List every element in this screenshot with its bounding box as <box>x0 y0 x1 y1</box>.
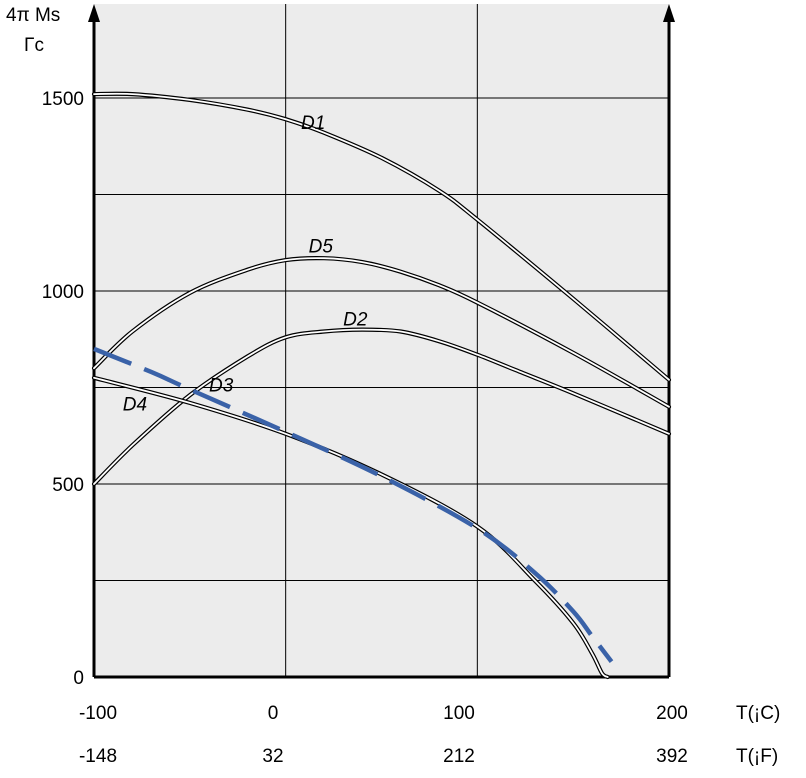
y-tick-label: 0 <box>73 668 84 689</box>
series-d2-line-inner <box>93 328 670 485</box>
series-d4-line-inner <box>93 376 609 678</box>
x-axis-label-celsius: T(¡C) <box>736 703 780 724</box>
x-tick-label-celsius: 200 <box>656 703 688 724</box>
curve-label-d5: D5 <box>309 236 334 257</box>
series-d3-line <box>93 346 614 663</box>
y-tick-label: 1000 <box>42 282 84 303</box>
x-tick-label-fahrenheit: 392 <box>656 746 688 767</box>
y-axis-left-arrow-icon <box>88 4 100 22</box>
x-tick-label-celsius: 100 <box>443 703 475 724</box>
x-tick-label-fahrenheit: 32 <box>262 746 283 767</box>
plot-background <box>94 4 669 677</box>
axes <box>88 4 675 679</box>
y-tick-label: 500 <box>52 475 84 496</box>
series-d5-line-inner <box>93 257 670 408</box>
x-tick-label-fahrenheit: 212 <box>443 746 475 767</box>
y-tick-label: 1500 <box>42 89 84 110</box>
curve-label-d1: D1 <box>301 113 325 134</box>
y-axis-right-arrow-icon <box>663 4 675 22</box>
x-axis-label-fahrenheit: T(¡F) <box>736 746 778 767</box>
curve-label-d2: D2 <box>343 310 368 331</box>
y-axis-label-line1: 4π Ms <box>6 5 60 26</box>
curve-label-d3: D3 <box>209 375 234 396</box>
series-group <box>91 91 672 680</box>
y-axis-label-line2: Γc <box>24 35 44 56</box>
x-tick-label-celsius: 0 <box>268 703 279 724</box>
series-d1-line-inner <box>93 92 670 381</box>
x-tick-label-fahrenheit: -148 <box>79 746 117 767</box>
curve-label-d4: D4 <box>123 395 147 416</box>
curve-labels: D1 D5 D2 D3 D4 <box>123 113 368 416</box>
tick-labels: 1500 1000 500 0 -100 -148 0 32 100 212 200 392 <box>42 89 688 767</box>
x-tick-label-celsius: -100 <box>79 703 117 724</box>
